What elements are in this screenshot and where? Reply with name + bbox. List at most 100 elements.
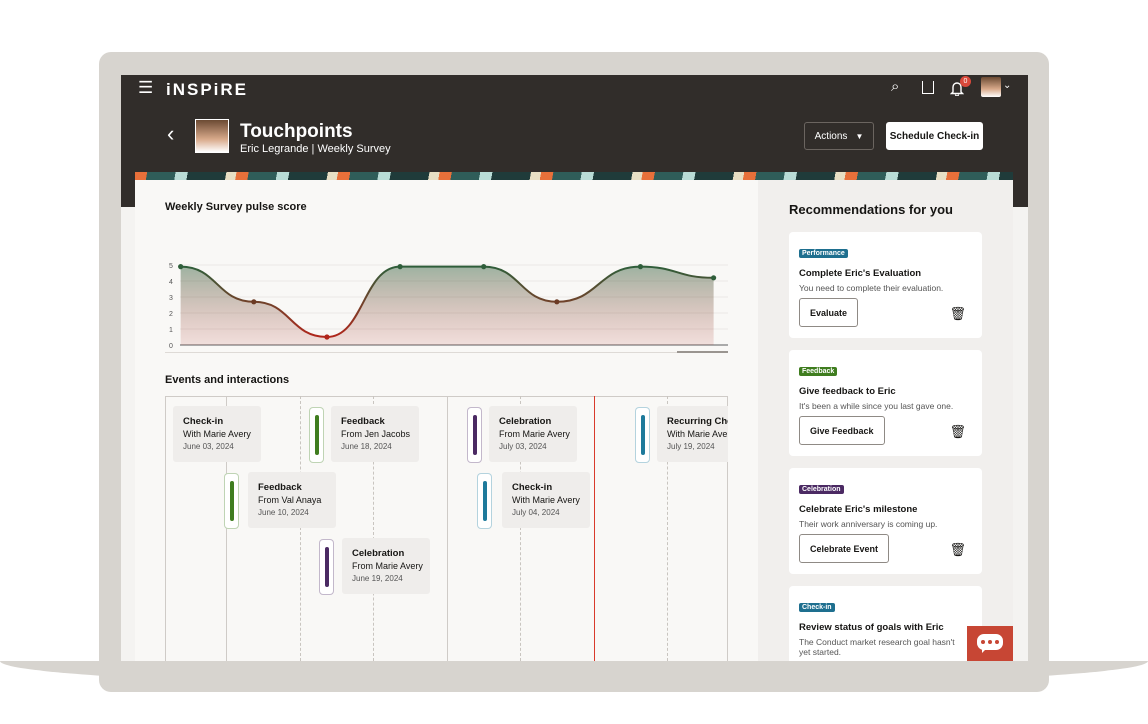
timeline-gridline	[300, 396, 301, 661]
recommendations-panel: Recommendations for you Performance Compl…	[758, 180, 1013, 661]
timeline-gridline	[447, 396, 448, 661]
event-card[interactable]: Celebration From Marie Avery July 03, 2024	[489, 406, 577, 462]
decorative-banner	[135, 172, 1013, 180]
recommendation-card: Celebration Celebrate Eric's milestone The…	[789, 468, 982, 574]
event-card[interactable]: Check-in With Marie Avery July 04, 2024	[502, 472, 590, 528]
employee-avatar	[195, 119, 229, 153]
y-tick-label: 3	[169, 295, 173, 302]
trash-icon[interactable]: 🗑︎	[949, 306, 966, 321]
chat-button[interactable]	[967, 626, 1013, 661]
pulse-score-chart: 0123456/3/20246/10/20246/17/20246/24/202…	[169, 263, 728, 350]
recommendations-title: Recommendations for you	[789, 202, 953, 217]
timeline-gridline	[520, 396, 521, 661]
event-type: Feedback	[341, 416, 385, 427]
data-point	[324, 334, 330, 340]
recommendation-card: Check-in Review status of goals with Eric…	[789, 586, 982, 661]
data-point	[481, 264, 487, 270]
event-card[interactable]: Recurring Check-in With Marie Avery July 1…	[657, 406, 737, 462]
event-date: July 19, 2024	[667, 442, 715, 451]
event-person: From Val Anaya	[258, 495, 322, 505]
recommendation-title: Celebrate Eric's milestone	[799, 504, 918, 515]
user-avatar[interactable]	[981, 77, 1001, 97]
event-type: Check-in	[512, 482, 553, 493]
series-line	[180, 265, 714, 339]
event-type: Feedback	[258, 482, 302, 493]
data-point	[397, 264, 403, 270]
event-type: Recurring Check-in	[667, 416, 737, 427]
data-point	[251, 299, 257, 305]
notification-badge: 0	[960, 76, 971, 87]
event-type: Celebration	[352, 548, 405, 559]
event-date: June 10, 2024	[258, 508, 309, 517]
event-person: From Marie Avery	[352, 561, 423, 571]
hamburger-menu-icon[interactable]: ☰	[138, 78, 154, 97]
area-fill	[180, 266, 714, 345]
schedule-check-in-button[interactable]: Schedule Check-in	[886, 122, 983, 150]
event-card[interactable]: Check-in With Marie Avery June 03, 2024	[173, 406, 261, 462]
recommendation-action-button[interactable]: Celebrate Event	[799, 534, 890, 563]
category-tag: Check-in	[799, 603, 835, 612]
chevron-down-icon[interactable]: ⌄	[1003, 80, 1012, 91]
timeline-gridline	[667, 396, 668, 661]
recommendation-description: You need to complete their evaluation.	[799, 283, 944, 293]
event-marker[interactable]	[467, 407, 482, 463]
recommendation-card: Performance Complete Eric's Evaluation You…	[789, 232, 982, 338]
trash-icon[interactable]: 🗑︎	[949, 542, 966, 557]
page-title: Touchpoints	[240, 121, 353, 142]
event-type: Celebration	[499, 416, 552, 427]
actions-label: Actions	[814, 130, 848, 142]
back-arrow-icon[interactable]: ‹	[167, 121, 175, 146]
recommendation-description: Their work anniversary is coming up.	[799, 519, 938, 529]
chat-bubble-icon	[977, 634, 1003, 653]
event-date: June 19, 2024	[352, 574, 403, 583]
event-person: With Marie Avery	[667, 429, 735, 439]
event-type: Check-in	[183, 416, 224, 427]
event-marker[interactable]	[319, 539, 334, 595]
recommendation-card: Feedback Give feedback to Eric It's been a…	[789, 350, 982, 456]
search-icon[interactable]: ⌕	[891, 78, 900, 95]
bell-icon[interactable]	[950, 81, 964, 96]
y-tick-label: 1	[169, 327, 173, 334]
event-marker[interactable]	[309, 407, 324, 463]
caret-down-icon: ▼	[855, 131, 864, 141]
data-point	[554, 299, 560, 305]
event-person: With Marie Avery	[512, 495, 580, 505]
actions-button[interactable]: Actions ▼	[804, 122, 874, 150]
trash-icon[interactable]: 🗑︎	[949, 424, 966, 439]
event-marker[interactable]	[635, 407, 650, 463]
event-card[interactable]: Feedback From Jen Jacobs June 18, 2024	[331, 406, 419, 462]
logo: iNSPiRE	[166, 80, 249, 99]
y-tick-label: 2	[169, 311, 173, 318]
chart-title: Weekly Survey pulse score	[165, 201, 307, 213]
event-card[interactable]: Celebration From Marie Avery June 19, 2024	[342, 538, 430, 594]
recommendation-description: The Conduct market research goal hasn't …	[799, 637, 955, 657]
recommendation-action-button[interactable]: Evaluate	[799, 298, 859, 327]
event-date: June 03, 2024	[183, 442, 234, 451]
event-person: From Marie Avery	[499, 429, 570, 439]
recommendation-action-button[interactable]: Give Feedback	[799, 416, 885, 445]
recommendation-description: It's been a while since you last gave on…	[799, 401, 954, 411]
event-date: July 03, 2024	[499, 442, 547, 451]
category-tag: Celebration	[799, 485, 844, 494]
data-point	[637, 264, 644, 270]
recommendation-title: Give feedback to Eric	[799, 386, 896, 397]
y-tick-label: 0	[169, 343, 173, 350]
event-marker[interactable]	[477, 473, 492, 529]
event-date: July 04, 2024	[512, 508, 560, 517]
home-icon[interactable]	[922, 81, 934, 94]
chart-scrollbar-thumb[interactable]	[677, 351, 728, 353]
event-card[interactable]: Feedback From Val Anaya June 10, 2024	[248, 472, 336, 528]
chart-scrollbar-track	[165, 352, 728, 353]
timeline	[165, 396, 728, 661]
events-layer: Check-in With Marie Avery June 03, 2024 Fee…	[165, 75, 728, 661]
timeline-gridline	[373, 396, 374, 661]
event-date: June 18, 2024	[341, 442, 392, 451]
category-tag: Performance	[799, 249, 848, 258]
event-person: With Marie Avery	[183, 429, 251, 439]
app-screen: ☰ iNSPiRE ⌕ 0 ⌄ ‹ Touchpoints Eric Legra…	[121, 75, 1028, 661]
today-marker	[594, 396, 595, 661]
event-person: From Jen Jacobs	[341, 429, 411, 439]
events-title: Events and interactions	[165, 374, 290, 386]
event-marker[interactable]	[224, 473, 239, 529]
page-subtitle: Eric Legrande | Weekly Survey	[240, 143, 391, 155]
